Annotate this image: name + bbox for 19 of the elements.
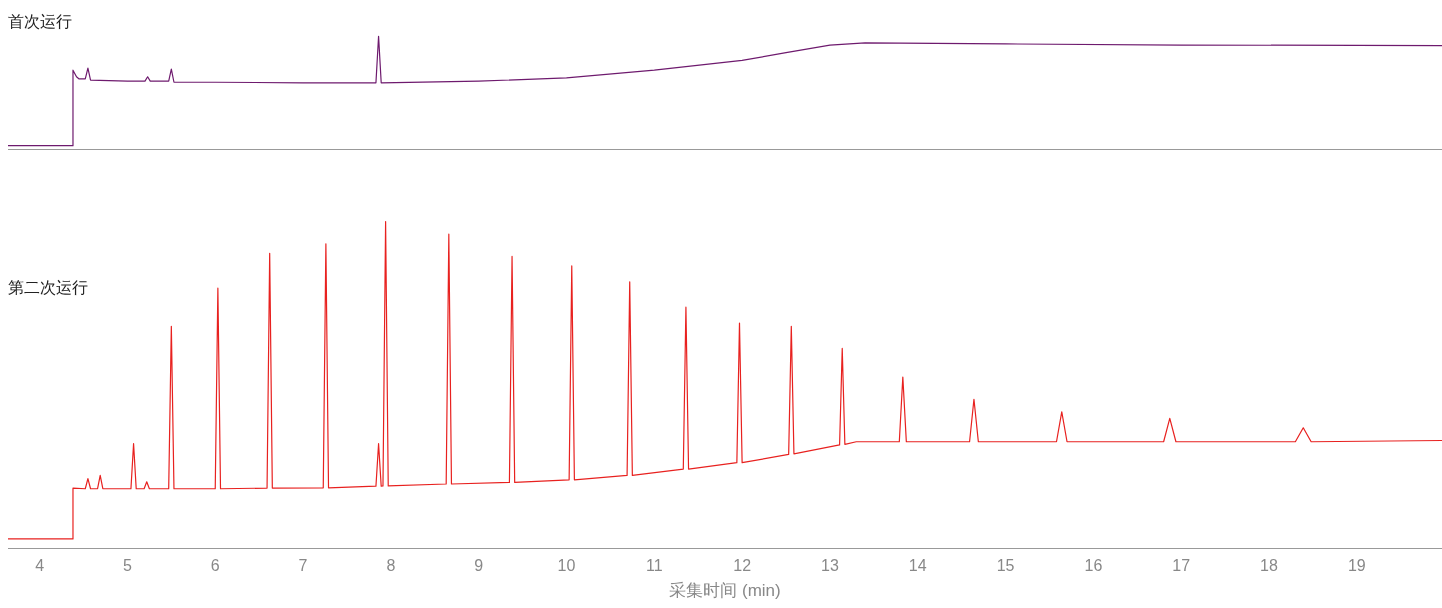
chart-title: 首次运行 — [8, 12, 72, 32]
x-tick-label: 7 — [298, 557, 308, 575]
x-tick-label: 8 — [386, 557, 396, 575]
x-tick-label: 13 — [821, 557, 839, 575]
x-tick-label: 11 — [646, 557, 663, 575]
x-tick-label: 12 — [733, 557, 752, 575]
x-tick-label: 19 — [1347, 557, 1366, 575]
x-tick-label: 9 — [474, 557, 484, 575]
x-tick-label: 15 — [996, 557, 1015, 575]
x-tick-label: 18 — [1260, 557, 1279, 575]
x-tick-label: 6 — [210, 557, 220, 575]
x-tick-label: 10 — [557, 557, 576, 575]
x-tick-label: 16 — [1084, 557, 1103, 575]
x-tick-label: 17 — [1172, 557, 1191, 575]
x-tick-label: 4 — [35, 557, 45, 575]
x-axis-title: 采集时间 (min) — [669, 581, 781, 601]
x-tick-label: 5 — [122, 557, 132, 575]
text: 第二次运行 — [8, 278, 88, 298]
x-tick-label: 14 — [908, 557, 927, 575]
